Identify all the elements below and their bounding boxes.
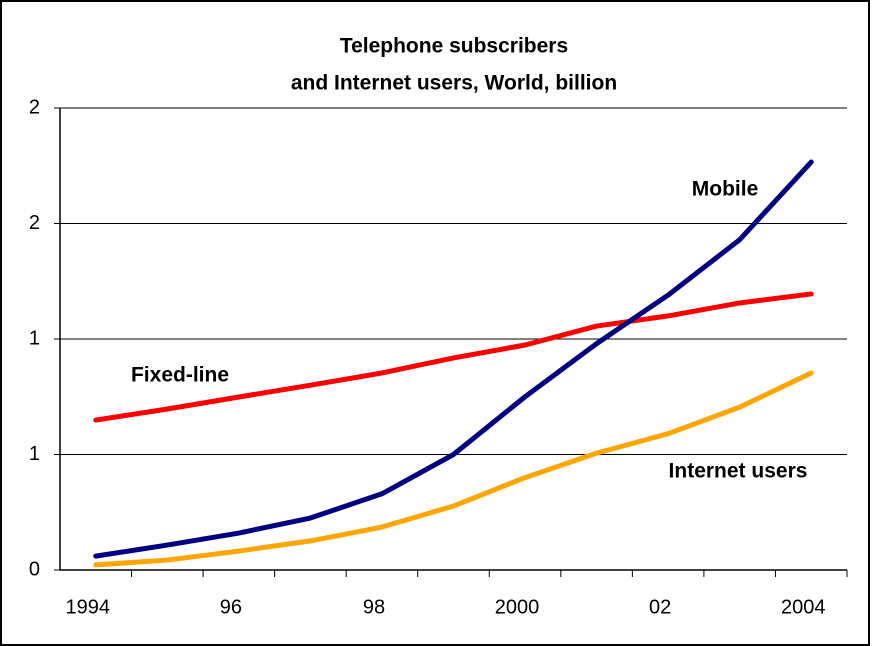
y-tick-label: 2 <box>29 212 40 234</box>
y-tick-label: 1 <box>29 443 40 465</box>
series-line <box>93 291 814 423</box>
x-tick-label: 98 <box>363 596 385 618</box>
series-label: Fixed-line <box>131 364 229 387</box>
x-tick-label: 2004 <box>781 596 826 618</box>
series-label: Mobile <box>692 178 759 201</box>
y-tick-label: 0 <box>29 558 40 580</box>
y-tick-label: 2 <box>29 96 40 118</box>
x-tick-label: 02 <box>649 596 671 618</box>
x-tick-label: 96 <box>220 596 242 618</box>
series-label: Internet users <box>669 460 808 483</box>
chart-title: Telephone subscribers <box>340 35 568 58</box>
x-tick-label: 2000 <box>495 596 540 618</box>
y-tick-label: 1 <box>29 327 40 349</box>
chart-title: and Internet users, World, billion <box>291 72 617 95</box>
series-line <box>93 370 814 568</box>
x-tick-label: 1994 <box>66 596 111 618</box>
series-line <box>93 159 814 559</box>
